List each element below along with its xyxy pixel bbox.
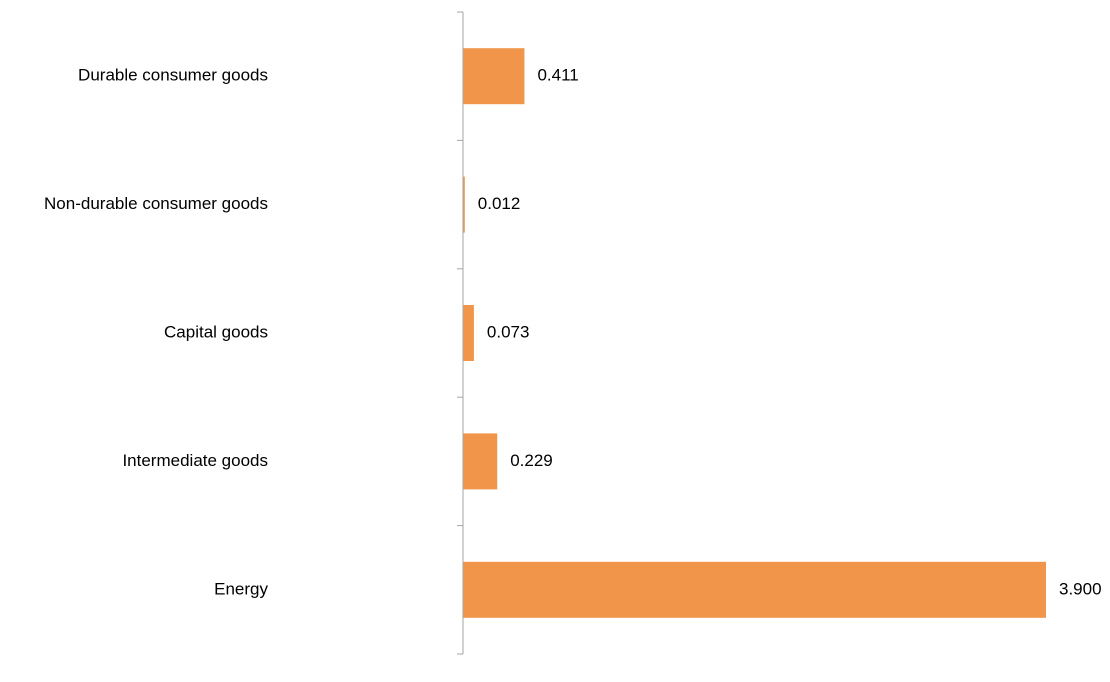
category-label: Energy <box>214 579 268 598</box>
bar <box>463 561 1046 618</box>
value-labels-group: 0.411 0.012 0.073 0.229 3.900 <box>478 66 1102 599</box>
value-label: 0.411 <box>537 66 578 85</box>
bar <box>463 176 465 233</box>
category-label: Non-durable consumer goods <box>44 194 268 213</box>
category-label: Capital goods <box>164 322 268 341</box>
category-labels-group: Durable consumer goods Non-durable consum… <box>44 66 268 599</box>
bar <box>463 48 525 105</box>
category-label: Intermediate goods <box>122 451 268 470</box>
category-axis <box>457 11 464 655</box>
value-label: 3.900 <box>1059 579 1102 598</box>
value-label: 0.073 <box>487 322 530 341</box>
value-label: 0.012 <box>478 194 521 213</box>
bar <box>463 305 474 361</box>
value-label: 0.229 <box>510 451 553 470</box>
bar <box>463 433 498 490</box>
category-label: Durable consumer goods <box>78 66 268 85</box>
bars-group <box>463 48 1046 618</box>
